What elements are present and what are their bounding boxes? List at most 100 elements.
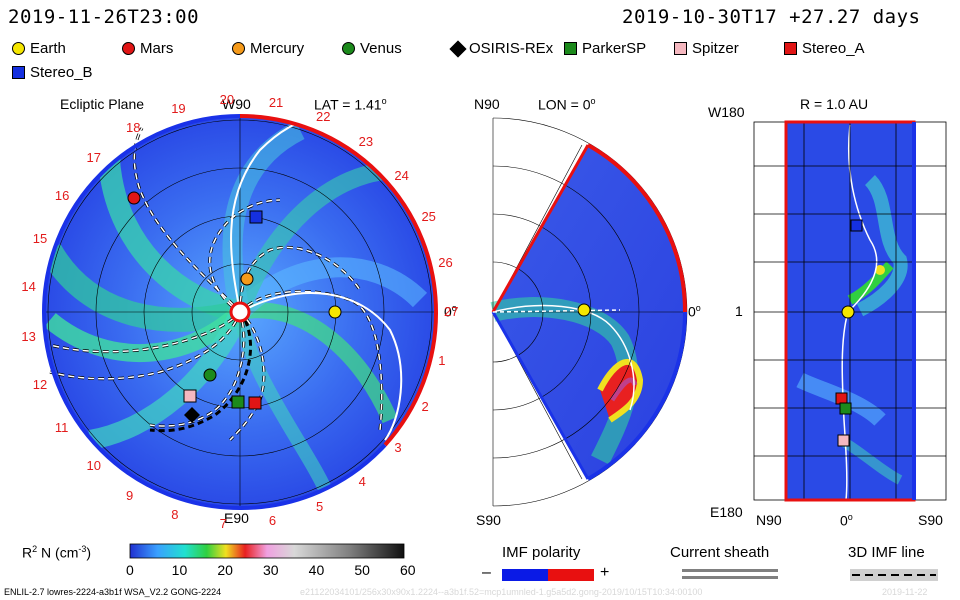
legend-label: ParkerSP xyxy=(582,40,647,57)
carrington-label: 27 xyxy=(444,304,459,319)
polarity-ring xyxy=(41,114,439,511)
carrington-label: 16 xyxy=(54,187,70,203)
carrington-label: 9 xyxy=(126,487,134,503)
parker-marker xyxy=(231,395,245,409)
legend-label: Stereo_B xyxy=(30,64,93,81)
colorbar-tick: 10 xyxy=(171,562,188,578)
legend-item-earth: Earth xyxy=(12,40,66,57)
meridional-plane xyxy=(490,117,688,507)
legend-item-osiris-rex: OSIRIS-REx xyxy=(449,40,553,57)
stereo-b-marker-strip xyxy=(850,219,863,232)
colorbar-tick: 30 xyxy=(263,562,279,578)
carrington-label: 7 xyxy=(219,515,227,531)
panel3-bottom-label: E180 xyxy=(710,504,743,520)
polarity-plus: + xyxy=(600,564,610,581)
carrington-label: 18 xyxy=(126,120,141,136)
carrington-label: 2 xyxy=(421,399,429,415)
legend-item-stereo-a: Stereo_A xyxy=(784,40,865,57)
legend-label: Earth xyxy=(30,40,66,57)
legend-label: Spitzer xyxy=(692,40,739,57)
panel3-x-s90: S90 xyxy=(918,512,943,528)
osiris-rex-marker xyxy=(184,407,200,423)
footer-right: 2019-11-22 xyxy=(882,587,928,597)
mercury-marker xyxy=(240,272,254,286)
lon-label: LON = 0o xyxy=(538,96,596,113)
carrington-label: 20 xyxy=(219,92,235,108)
meridional-right-label: 0o xyxy=(688,303,701,320)
legend-label: Venus xyxy=(360,40,402,57)
polarity-minus: – xyxy=(482,564,491,581)
current-sheath-label: Current sheath xyxy=(670,544,770,561)
spitzer-marker-strip xyxy=(837,434,850,447)
carrington-label: 12 xyxy=(32,376,48,392)
carrington-label: 22 xyxy=(315,109,331,125)
meridional-bottom-label: S90 xyxy=(476,512,501,528)
legend-item-venus: Venus xyxy=(342,40,402,57)
venus-marker xyxy=(203,368,217,382)
footer-middle: e21122034101/256x30x90x1.2224--a3b1f.52=… xyxy=(300,587,703,597)
circle-icon xyxy=(122,42,135,55)
colorbar-tick: 50 xyxy=(354,562,370,578)
carrington-label: 26 xyxy=(438,255,453,271)
stereo-b-marker xyxy=(249,210,263,224)
sun-icon xyxy=(229,301,251,323)
legend-item-parkersp: ParkerSP xyxy=(564,40,646,57)
legend-item-mercury: Mercury xyxy=(232,40,304,57)
latlon-panel xyxy=(753,120,947,502)
carrington-label: 8 xyxy=(171,507,179,523)
carrington-label: 24 xyxy=(394,167,409,183)
ecliptic-plane-title: Ecliptic Plane xyxy=(60,96,145,112)
carrington-label: 15 xyxy=(32,231,48,247)
carrington-label: 4 xyxy=(358,474,366,490)
earth-marker-meridional xyxy=(577,303,591,317)
circle-icon xyxy=(12,42,25,55)
panel3-x-0: 0o xyxy=(840,512,853,529)
polarity-plus-swatch xyxy=(548,569,594,581)
square-icon xyxy=(674,42,687,55)
model-time: 2019-11-26T23:00 xyxy=(8,6,200,28)
carrington-label: 11 xyxy=(54,420,69,436)
carrington-label: 1 xyxy=(438,352,446,368)
lat-label: LAT = 1.41o xyxy=(314,96,387,113)
square-icon xyxy=(564,42,577,55)
carrington-label: 13 xyxy=(21,328,36,344)
circle-icon xyxy=(342,42,355,55)
legend-label: Mercury xyxy=(250,40,305,57)
earth-marker xyxy=(328,305,342,319)
density-colorbar xyxy=(129,543,405,559)
square-icon xyxy=(12,66,25,79)
carrington-label: 23 xyxy=(358,133,374,149)
legend-item-spitzer: Spitzer xyxy=(674,40,739,57)
square-icon xyxy=(784,42,797,55)
panel3-x-n90: N90 xyxy=(756,512,782,528)
carrington-label: 6 xyxy=(268,512,277,528)
radius-label: R = 1.0 AU xyxy=(800,96,869,112)
imf-line-label: 3D IMF line xyxy=(848,544,925,561)
carrington-label: 3 xyxy=(394,440,402,456)
footer-left: ENLIL-2.7 lowres-2224-a3b1f WSA_V2.2 GON… xyxy=(4,587,222,597)
stereo-a-marker xyxy=(248,396,262,410)
colorbar-tick: 40 xyxy=(308,562,325,578)
colorbar-tick: 20 xyxy=(217,562,233,578)
parker-marker-strip xyxy=(839,402,852,415)
ecliptic-right-label: 0o xyxy=(444,303,457,320)
legend-item-mars: Mars xyxy=(122,40,173,57)
colorbar-tick: 60 xyxy=(400,562,416,578)
circle-icon xyxy=(232,42,245,55)
legend-label: Mars xyxy=(140,40,174,57)
meridional-top-label: N90 xyxy=(474,96,500,112)
panel3-mid-label: 1 xyxy=(735,303,743,319)
imf-polarity-label: IMF polarity xyxy=(502,544,581,561)
colorbar-label: R2 N (cm-3) xyxy=(22,544,92,561)
carrington-label: 10 xyxy=(86,458,101,474)
ecliptic-bottom-label: E90 xyxy=(224,510,249,526)
colorbar-tick: 0 xyxy=(126,562,134,578)
polarity-minus-swatch xyxy=(502,569,548,581)
carrington-label: 5 xyxy=(315,498,324,514)
ecliptic-top-label: W90 xyxy=(222,96,251,112)
carrington-label: 25 xyxy=(421,208,436,224)
carrington-label: 21 xyxy=(268,95,284,111)
legend-label: Stereo_A xyxy=(802,40,865,57)
carrington-label: 14 xyxy=(21,279,36,295)
